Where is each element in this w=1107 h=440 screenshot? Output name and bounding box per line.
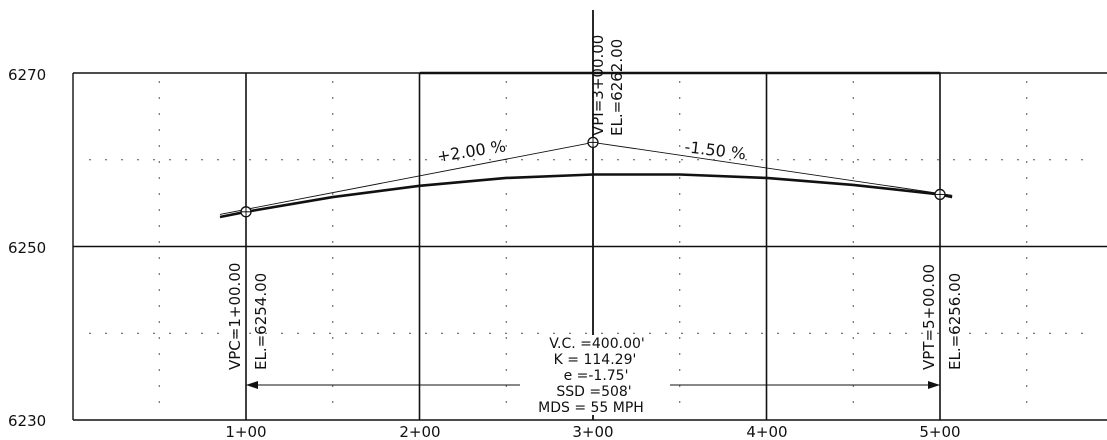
vc-length-label: V.C. =400.00' (549, 336, 644, 352)
y-tick-label: 6270 (8, 66, 46, 84)
mds-label: MDS = 55 MPH (538, 400, 644, 416)
e-value-label: e =-1.75' (564, 368, 629, 384)
vpt-station-label: VPT=5+00.00 (920, 264, 938, 370)
vpt-elevation-label: EL.=6256.00 (946, 273, 964, 370)
tangent-grade-line (219, 141, 953, 215)
x-tick-label: 4+00 (746, 423, 787, 440)
grade-label-in: +2.00 % (436, 136, 507, 166)
pvi-marker-vpi (587, 136, 599, 149)
vpc-station-label: VPC=1+00.00 (226, 263, 244, 370)
grade-label-out: -1.50 % (684, 137, 748, 163)
ssd-label: SSD =508' (556, 384, 631, 400)
vpi-elevation-label: EL.=6262.00 (608, 39, 626, 136)
vpc-elevation-label: EL.=6254.00 (252, 273, 270, 370)
k-value-label: K = 114.29' (554, 352, 637, 368)
pvi-marker-vpt (934, 188, 946, 201)
dimension-arrow-left (246, 381, 258, 389)
y-tick-label: 6250 (8, 239, 46, 257)
y-tick-label: 6230 (8, 412, 46, 430)
dimension-arrow-right (928, 381, 940, 389)
profile-grid (72, 10, 1107, 421)
pvi-marker-vpc (240, 206, 252, 218)
x-tick-label: 2+00 (399, 423, 440, 440)
x-tick-label: 3+00 (572, 423, 613, 440)
vertical-curve-line (219, 173, 953, 219)
pvi-markers (240, 136, 946, 218)
curve-data-background (520, 335, 670, 415)
vpi-station-label: VPI=3+00.00 (589, 35, 607, 136)
x-tick-label: 5+00 (919, 423, 960, 440)
profile-lines (219, 141, 953, 219)
x-tick-label: 1+00 (225, 423, 266, 440)
